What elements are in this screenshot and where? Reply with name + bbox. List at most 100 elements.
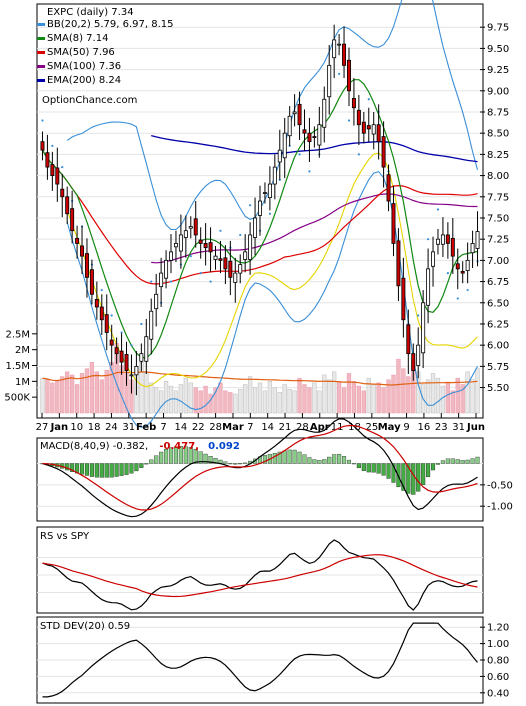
sar-dot — [61, 166, 64, 169]
macd-hist-bar — [213, 458, 218, 464]
volume-bar — [163, 381, 169, 414]
date-tick-label: 11 — [331, 422, 344, 433]
candle-body — [183, 230, 188, 238]
candle-body — [218, 258, 223, 261]
macd-hist-bar — [435, 463, 441, 465]
sma8-line — [41, 79, 478, 359]
macd-hist-bar — [455, 459, 460, 464]
candle-body — [238, 264, 243, 274]
macd-hist-bar — [470, 458, 475, 464]
volume-bar — [45, 379, 50, 414]
candle-body — [99, 306, 104, 321]
macd-hist-bar — [164, 449, 169, 464]
price-tick-label: 8.50 — [487, 129, 509, 140]
macd-hist-bar — [366, 463, 371, 473]
volume-bar — [223, 390, 228, 414]
volume-bar — [391, 374, 396, 414]
candle-body — [307, 132, 312, 143]
sar-dot — [100, 288, 103, 292]
volume-bar — [406, 376, 411, 414]
sar-dot — [347, 119, 351, 122]
candle-body — [208, 242, 213, 253]
macd-hist-bar — [287, 449, 292, 464]
macd-hist-bar — [109, 463, 114, 478]
macd-hist-bar — [94, 463, 99, 478]
volume-bar — [218, 382, 223, 414]
candle-body — [312, 136, 317, 138]
macd-hist-bar — [114, 463, 119, 477]
volume-bar — [351, 381, 357, 414]
candle-body — [178, 234, 183, 252]
candle-body — [371, 124, 376, 135]
volume-tick-label: 1.5M — [5, 361, 30, 372]
volume-bar — [356, 385, 362, 414]
candle-body — [258, 200, 262, 216]
date-tick-label: 28 — [296, 422, 309, 433]
volume-bar — [371, 384, 376, 414]
candle-body — [228, 260, 233, 278]
macd-hist-bar — [356, 463, 361, 469]
candle-body — [243, 251, 248, 260]
volume-bar — [70, 374, 75, 414]
candle-body — [188, 226, 193, 229]
candle-body — [396, 240, 401, 287]
date-tick-label: 25 — [365, 422, 378, 433]
rs-line — [42, 539, 478, 611]
volume-bar — [455, 377, 460, 414]
candle-body — [267, 183, 272, 199]
volume-bar — [233, 393, 238, 414]
macd-hist-bar — [421, 463, 426, 485]
macd-signal-value: -0.477, — [159, 441, 199, 452]
volume-bar — [445, 382, 450, 414]
macd-hist-bar — [381, 463, 386, 476]
candle-body — [262, 192, 267, 194]
macd-hist-bar — [228, 463, 233, 465]
candle-body — [45, 152, 50, 168]
std-tick-label: 0.80 — [487, 656, 509, 667]
volume-bar — [386, 379, 391, 414]
date-tick-label: 7 — [160, 422, 166, 433]
volume-bar — [302, 384, 307, 414]
volume-average-line — [42, 371, 478, 386]
volume-bar — [74, 384, 80, 414]
ema200-line — [151, 134, 478, 163]
candle-body — [149, 310, 154, 340]
date-tick-label: 31 — [452, 422, 465, 433]
macd-hist-bar — [139, 463, 144, 468]
candle-body — [347, 59, 351, 92]
date-tick-label: 7 — [247, 422, 253, 433]
macd-hist-bar — [262, 455, 267, 464]
volume-bar — [346, 373, 352, 414]
sar-dot — [466, 288, 469, 292]
candle-body — [351, 98, 356, 109]
volume-bar — [50, 382, 55, 414]
price-tick-label: 5.75 — [487, 362, 509, 373]
candle-body — [129, 374, 134, 377]
volume-bar — [277, 392, 282, 414]
macd-hist-bar — [272, 452, 277, 464]
volume-bar — [84, 368, 90, 414]
candle-body — [164, 259, 169, 279]
volume-bar — [341, 387, 347, 414]
candle-body — [104, 314, 109, 333]
volume-tick-label: 1M — [15, 377, 30, 388]
volume-bar — [317, 390, 322, 414]
candle-body — [70, 208, 75, 232]
candle-body — [55, 167, 60, 185]
macd-hist-bar — [233, 463, 238, 465]
macd-hist-bar — [159, 451, 164, 464]
parabolic-sar-dots — [41, 72, 479, 347]
candle-body — [381, 136, 386, 168]
macd-hist-bar — [426, 463, 431, 478]
candle-body — [75, 237, 80, 244]
volume-bar — [381, 387, 386, 414]
price-tick-label: 5.50 — [487, 383, 509, 394]
volume-bar — [307, 387, 312, 414]
price-panel: 9.75 9.50 9.25 9.00 8.75 8.50 8.25 8.00 7.75 7.50… — [4, 0, 509, 433]
bollinger-upper-line — [66, 0, 479, 231]
volume-tick-label: 500K — [4, 393, 30, 404]
legend-swatch — [37, 65, 45, 68]
sar-dot — [41, 119, 44, 122]
macd-hist-bar — [401, 463, 406, 491]
candle-body — [460, 270, 465, 274]
